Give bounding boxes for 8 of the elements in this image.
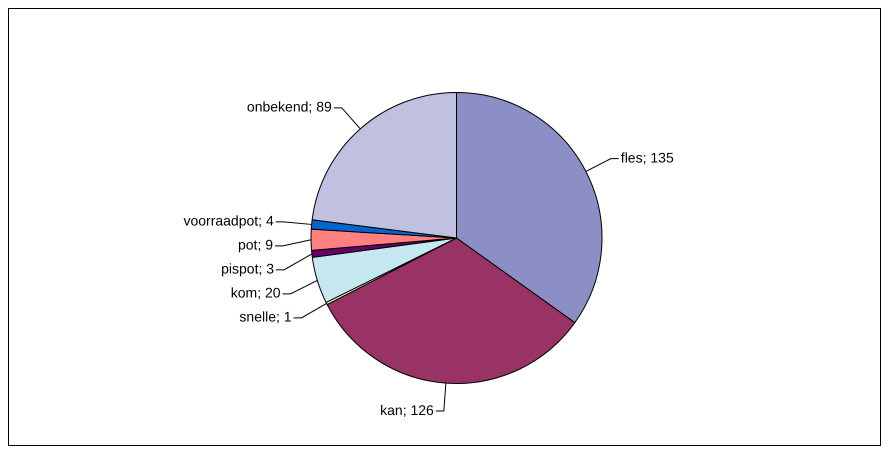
slice-label: onbekend; 89	[246, 98, 332, 115]
slice-label: pot; 9	[238, 236, 274, 253]
slice-label: kom; 20	[230, 284, 281, 301]
slice-label: pispot; 3	[221, 260, 274, 277]
slice-label: voorraadpot; 4	[183, 212, 274, 229]
slice-label: kan; 126	[380, 402, 434, 418]
slice-label: fles; 135	[620, 150, 674, 166]
slice-label: snelle; 1	[239, 308, 292, 325]
